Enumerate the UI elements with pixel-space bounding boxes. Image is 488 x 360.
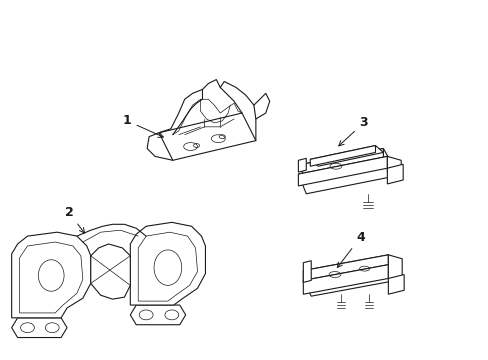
Polygon shape: [20, 242, 82, 313]
Polygon shape: [130, 305, 185, 325]
Text: 4: 4: [337, 231, 365, 267]
Polygon shape: [303, 255, 387, 282]
Polygon shape: [138, 232, 197, 301]
Polygon shape: [302, 148, 392, 182]
Text: 2: 2: [64, 206, 84, 233]
Polygon shape: [298, 156, 394, 194]
Polygon shape: [303, 261, 310, 282]
Polygon shape: [12, 232, 91, 318]
Polygon shape: [309, 145, 383, 166]
Polygon shape: [12, 318, 67, 338]
Polygon shape: [159, 113, 255, 160]
Polygon shape: [309, 145, 375, 166]
Text: 3: 3: [338, 116, 367, 146]
Text: 1: 1: [122, 114, 163, 137]
Polygon shape: [298, 156, 386, 186]
Polygon shape: [298, 158, 305, 172]
Polygon shape: [386, 164, 402, 184]
Polygon shape: [387, 255, 401, 282]
Polygon shape: [303, 255, 395, 288]
Polygon shape: [91, 244, 130, 299]
Polygon shape: [302, 148, 383, 178]
Polygon shape: [387, 275, 404, 294]
Polygon shape: [130, 222, 205, 305]
Polygon shape: [303, 265, 395, 296]
Polygon shape: [303, 265, 387, 294]
Polygon shape: [386, 156, 400, 176]
